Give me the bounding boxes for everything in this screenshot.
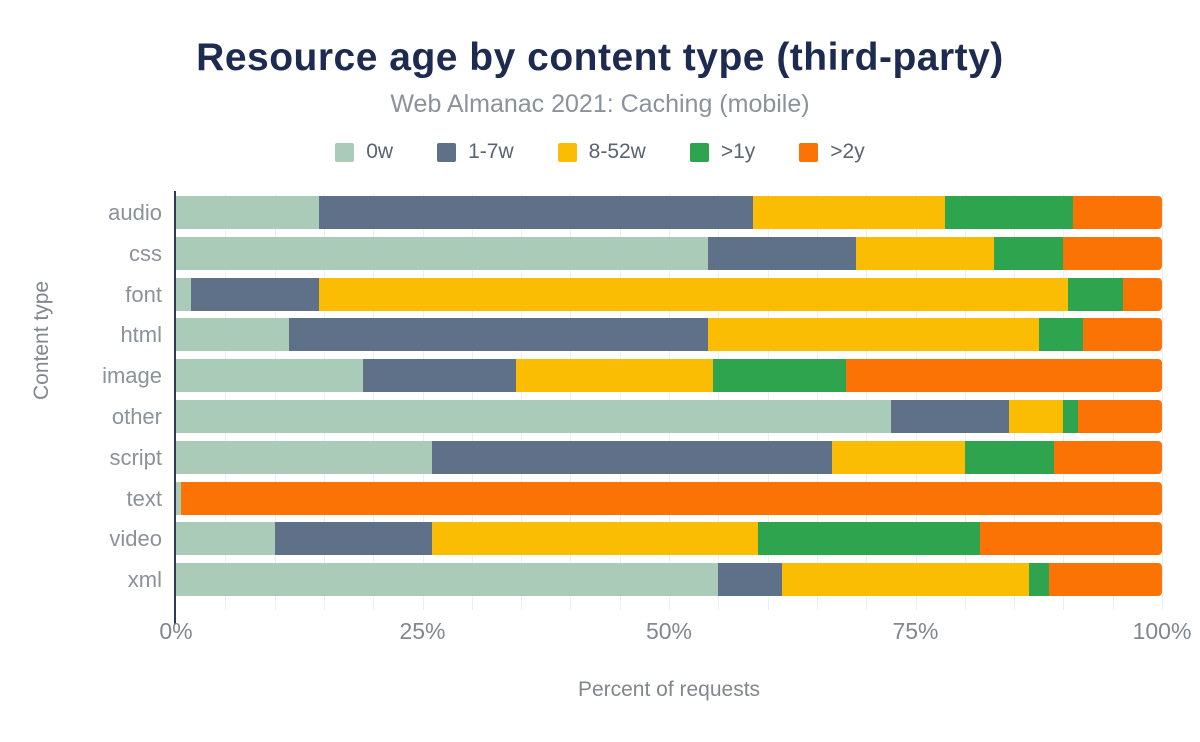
bar-segment-script-0w[interactable]: [176, 440, 433, 474]
x-tick-label-50%: 50%: [645, 618, 693, 644]
bar-row-xml: [176, 563, 1162, 597]
category-label-css: css: [129, 240, 162, 266]
bar-segment-script-8-52w[interactable]: [831, 440, 965, 474]
bar-row-image: [176, 359, 1162, 393]
category-label-video: video: [109, 526, 162, 552]
bar-segment-xml->1y[interactable]: [1028, 563, 1049, 597]
legend-item-1-7w: 1-7w: [437, 140, 514, 164]
legend-swatch-icon: [557, 142, 577, 162]
legend-swatch-icon: [335, 142, 355, 162]
bar-segment-image-8-52w[interactable]: [516, 359, 714, 393]
bar-segment-html-8-52w[interactable]: [708, 318, 1039, 352]
bar-segment-image-1-7w[interactable]: [363, 359, 517, 393]
bar-segment-image->2y[interactable]: [846, 359, 1162, 393]
bar-segment-css->1y[interactable]: [994, 236, 1064, 270]
legend-swatch-icon: [437, 142, 457, 162]
bar-segment-font-8-52w[interactable]: [318, 277, 1069, 311]
legend-item-8-52w: 8-52w: [557, 140, 646, 164]
bar-segment-xml-1-7w[interactable]: [718, 563, 783, 597]
bar-row-script: [176, 440, 1162, 474]
bar-segment-text-0w[interactable]: [176, 481, 181, 515]
bar-row-audio: [176, 196, 1162, 229]
x-axis-title: Percent of requests: [577, 678, 761, 701]
bar-segment-css-1-7w[interactable]: [708, 236, 857, 270]
bar-segment-css->2y[interactable]: [1063, 236, 1162, 270]
bar-segment-video-0w[interactable]: [176, 522, 275, 556]
bar-segment-image->1y[interactable]: [713, 359, 847, 393]
legend-item-0w: 0w: [335, 140, 393, 164]
bar-row-css: [176, 236, 1162, 270]
x-tick-label-25%: 25%: [399, 618, 446, 644]
bar-segment-script->2y[interactable]: [1053, 440, 1162, 474]
bar-segment-image-0w[interactable]: [176, 359, 364, 393]
category-label-other: other: [111, 404, 162, 429]
chart-subtitle: Web Almanac 2021: Caching (mobile): [390, 90, 810, 118]
bar-segment-font-1-7w[interactable]: [190, 277, 319, 311]
legend-label: >1y: [720, 140, 756, 163]
bar-segment-video->1y[interactable]: [757, 522, 980, 556]
category-label-font: font: [125, 281, 162, 307]
x-tick-label-100%: 100%: [1132, 618, 1192, 644]
legend-label: 1-7w: [468, 140, 514, 163]
x-axis-zero-tick: [174, 615, 176, 624]
x-tick-label-0%: 0%: [159, 618, 193, 644]
bar-segment-html->2y[interactable]: [1083, 318, 1162, 352]
bar-segment-video-8-52w[interactable]: [432, 522, 758, 556]
category-label-xml: xml: [127, 567, 162, 593]
y-axis-line: [174, 191, 176, 615]
bar-row-video: [176, 522, 1162, 556]
chart-title: Resource age by content type (third-part…: [196, 36, 1004, 79]
bar-segment-other-8-52w[interactable]: [1009, 400, 1064, 433]
bar-segment-font->2y[interactable]: [1122, 277, 1162, 311]
legend-label: >2y: [830, 140, 865, 163]
bar-segment-audio->1y[interactable]: [945, 196, 1074, 229]
bar-segment-xml-8-52w[interactable]: [782, 563, 1029, 597]
bar-row-font: [176, 277, 1162, 311]
bar-segment-xml->2y[interactable]: [1048, 563, 1162, 597]
bar-segment-xml-0w[interactable]: [176, 563, 719, 597]
x-tick-label-75%: 75%: [892, 618, 939, 644]
bar-segment-audio->2y[interactable]: [1073, 196, 1162, 229]
category-label-script: script: [109, 444, 162, 470]
y-axis-title: Content type: [30, 280, 53, 400]
bar-segment-audio-8-52w[interactable]: [752, 196, 946, 229]
category-label-audio: audio: [108, 200, 162, 225]
bar-segment-other-0w[interactable]: [176, 400, 891, 433]
legend-swatch-icon: [799, 142, 819, 162]
category-label-image: image: [102, 363, 162, 389]
bar-segment-css-8-52w[interactable]: [856, 236, 995, 270]
bar-row-other: [176, 400, 1162, 433]
bar-segment-html-1-7w[interactable]: [289, 318, 709, 352]
category-label-text: text: [126, 485, 162, 511]
bar-segment-audio-1-7w[interactable]: [318, 196, 753, 229]
bar-segment-script->1y[interactable]: [964, 440, 1054, 474]
bar-segment-html->1y[interactable]: [1038, 318, 1084, 352]
category-label-html: html: [120, 322, 162, 348]
bar-segment-css-0w[interactable]: [176, 236, 709, 270]
legend-swatch-icon: [689, 142, 709, 162]
bar-segment-video-1-7w[interactable]: [274, 522, 433, 556]
legend-item->1y: >1y: [689, 140, 756, 164]
bar-segment-other->2y[interactable]: [1078, 400, 1162, 433]
legend-label: 8-52w: [588, 140, 646, 163]
legend-item->2y: >2y: [799, 140, 865, 164]
bar-segment-font-0w[interactable]: [176, 277, 191, 311]
bar-row-text: [176, 481, 1162, 515]
bar-segment-script-1-7w[interactable]: [432, 440, 832, 474]
bar-segment-audio-0w[interactable]: [176, 196, 319, 229]
legend-label: 0w: [366, 140, 394, 163]
bar-segment-html-0w[interactable]: [176, 318, 290, 352]
legend: 0w 1-7w 8-52w >1y >2y: [0, 140, 1200, 164]
bar-segment-font->1y[interactable]: [1068, 277, 1123, 311]
bar-row-html: [176, 318, 1162, 352]
bar-segment-other-1-7w[interactable]: [890, 400, 1010, 433]
gridline: [1162, 194, 1163, 610]
bar-segment-text->2y[interactable]: [180, 481, 1162, 515]
bar-segment-video->2y[interactable]: [979, 522, 1162, 556]
bar-segment-other->1y[interactable]: [1063, 400, 1079, 433]
